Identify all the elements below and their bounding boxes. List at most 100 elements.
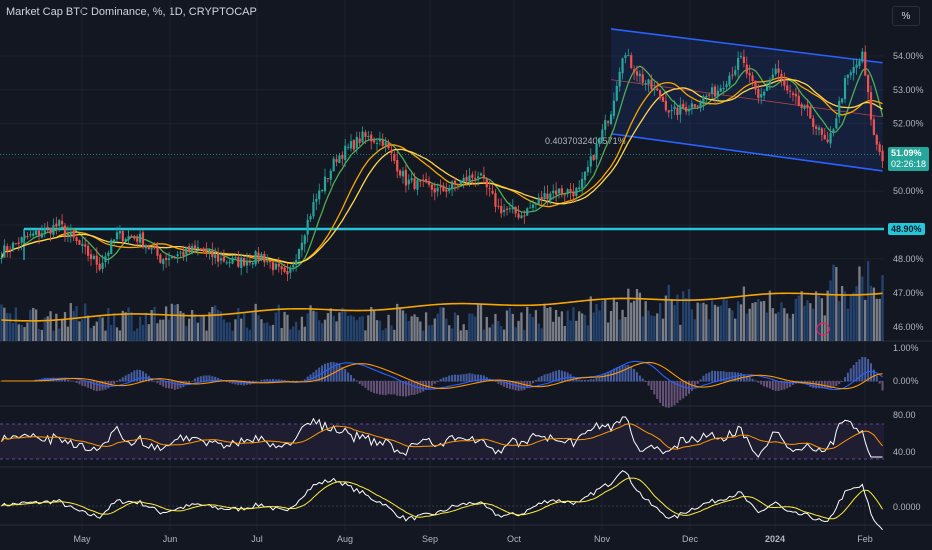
volume-bar [823,315,826,341]
macd-histogram-bar [607,371,610,382]
macd-histogram-bar [592,379,595,382]
volume-bar [531,316,535,341]
volume-bar [575,320,578,341]
candle-body [722,88,725,90]
volume-bar [404,313,408,341]
candle-body [780,73,783,80]
candle-body [592,155,595,160]
volume-bar [214,305,217,341]
unit-toggle-button[interactable]: % [892,6,920,26]
candle-body [52,225,55,235]
candle-body [240,257,243,268]
candle-body [881,150,884,162]
volume-bar [462,324,465,341]
candle-body [531,204,535,208]
macd-histogram-bar [110,381,113,387]
volume-bar [658,303,662,341]
macd-histogram-bar [826,381,829,389]
candle-body [127,236,130,241]
macd-tick-label: 0.00% [893,376,919,386]
macd-histogram-bar [482,375,485,382]
candle-body [263,253,266,263]
volume-bar [0,304,3,341]
candle-body [737,58,740,70]
macd-histogram-bar [583,379,587,382]
volume-bar [699,303,702,341]
volume-bar [864,299,867,341]
volume-bar [300,316,304,341]
macd-histogram-bar [208,375,211,382]
macd-histogram-bar [526,381,529,389]
macd-histogram-bar [589,379,592,382]
candle-body [0,257,3,259]
macd-histogram-bar [737,372,740,382]
candle-body [37,230,41,236]
candle-body [104,256,107,263]
macd-histogram-bar [552,371,555,382]
macd-histogram-bar [861,356,864,382]
volume-bar [37,328,41,341]
volume-bar [124,312,127,341]
macd-histogram-bar [751,378,754,382]
volume-bar [58,328,61,341]
macd-histogram-bar [754,380,757,382]
macd-histogram-bar [271,378,275,382]
candle-body [471,174,474,178]
candle-body [20,237,23,243]
volume-bar [803,305,806,341]
macd-histogram-bar [399,381,402,397]
volume-bar [661,318,665,341]
macd-histogram-bar [107,381,110,389]
volume-bar [147,324,150,341]
candle-body [23,235,26,239]
volume-bar [783,308,786,341]
macd-histogram-bar [633,369,636,382]
macd-histogram-bar [676,381,679,404]
macd-histogram-bar [725,372,728,382]
macd-histogram-bar [404,381,407,397]
rsi-tick-label: 40.00 [893,447,916,457]
candle-body [286,270,289,275]
candle-body [95,255,98,265]
candle-body [318,190,321,200]
volume-bar [858,266,861,341]
candle-body [254,251,257,265]
macd-histogram-bar [838,381,841,385]
volume-bar [407,320,410,341]
volume-bar [86,315,90,341]
volume-bar [89,328,93,341]
candle-body [699,102,702,109]
volume-bar [866,261,870,341]
candle-body [306,219,309,235]
volume-bar [459,330,462,341]
candle-body [115,232,119,240]
macd-histogram-bar [699,379,702,382]
macd-histogram-bar [508,381,511,389]
volume-bar [835,266,838,341]
macd-histogram-bar [456,374,459,382]
volume-bar [676,294,679,341]
candle-body [352,140,355,150]
candle-body [479,173,483,176]
candle-body [297,249,301,260]
candle-body [370,134,373,142]
volume-bar [164,306,168,341]
volume-bar [219,311,223,341]
candle-body [347,146,350,148]
rsi-tick-label: 80.00 [893,410,916,420]
volume-bar [439,307,442,341]
osc-tick-label: 0.0000 [893,502,921,512]
candle-body [225,262,228,264]
volume-bar [98,315,101,341]
volume-bar [384,328,387,341]
candle-body [578,187,581,190]
volume-bar [396,303,399,341]
macd-histogram-bar [465,373,468,382]
volume-bar [482,329,486,341]
chart-title: Market Cap BTC Dominance, %, 1D, CRYPTOC… [6,6,257,18]
volume-bar [667,284,670,341]
candle-body [245,260,249,266]
candle-body [560,188,563,194]
macd-histogram-bar [430,381,433,386]
